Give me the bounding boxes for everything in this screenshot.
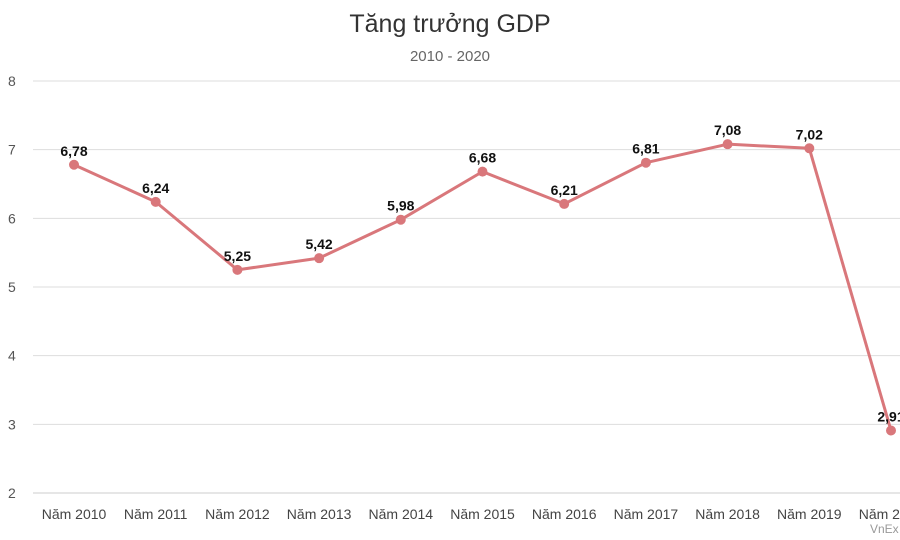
data-point[interactable] bbox=[314, 253, 325, 264]
y-tick-label: 6 bbox=[8, 210, 16, 226]
data-points bbox=[69, 139, 896, 436]
data-label: 6,68 bbox=[469, 150, 496, 166]
chart-subtitle: 2010 - 2020 bbox=[410, 48, 490, 65]
data-label: 6,78 bbox=[60, 143, 87, 159]
grid-lines bbox=[33, 80, 900, 494]
x-axis-ticks: Năm 2010 Năm 2011 Năm 2012 Năm 2013 Năm 2014… bbox=[42, 506, 900, 522]
y-tick-label: 2 bbox=[8, 485, 16, 501]
data-labels: 6,78 6,24 5,25 5,42 5,98 6,68 6,21 6,81 7,08 7,02… bbox=[60, 122, 900, 424]
x-tick-label: Năm 2014 bbox=[369, 506, 434, 522]
data-point[interactable] bbox=[722, 139, 733, 150]
data-label: 2,91 bbox=[877, 409, 900, 425]
data-label: 6,24 bbox=[142, 180, 169, 196]
x-tick-label: Năm 2013 bbox=[287, 506, 352, 522]
y-tick-label: 7 bbox=[8, 142, 16, 158]
data-point[interactable] bbox=[232, 264, 243, 275]
y-tick-label: 8 bbox=[8, 73, 16, 89]
data-label: 7,08 bbox=[714, 122, 741, 138]
x-tick-label: Năm 2018 bbox=[695, 506, 760, 522]
data-point[interactable] bbox=[69, 159, 79, 170]
data-label: 6,81 bbox=[632, 141, 659, 157]
data-point[interactable] bbox=[640, 157, 651, 168]
data-point[interactable] bbox=[395, 214, 406, 225]
data-point[interactable] bbox=[150, 196, 161, 207]
y-tick-label: 5 bbox=[8, 279, 16, 295]
data-label: 5,98 bbox=[387, 198, 414, 214]
x-tick-label: Năm 2015 bbox=[450, 506, 515, 522]
data-point[interactable] bbox=[559, 198, 570, 209]
x-tick-label: Năm 2011 bbox=[124, 506, 188, 522]
x-tick-label: Năm 2016 bbox=[532, 506, 597, 522]
data-point[interactable] bbox=[804, 143, 815, 154]
chart-title: Tăng trưởng GDP bbox=[349, 10, 550, 38]
credit-watermark: VnEx bbox=[870, 522, 899, 536]
x-tick-label: Năm 2020 bbox=[859, 506, 900, 522]
y-axis-ticks: 2 3 4 5 6 7 8 bbox=[8, 73, 16, 501]
data-label: 5,42 bbox=[305, 236, 332, 252]
data-point[interactable] bbox=[886, 425, 896, 436]
data-point[interactable] bbox=[477, 166, 488, 177]
x-tick-label: Năm 2010 bbox=[42, 506, 107, 522]
y-tick-label: 3 bbox=[8, 416, 16, 432]
data-label: 6,21 bbox=[551, 182, 578, 198]
x-tick-label: Năm 2012 bbox=[205, 506, 270, 522]
x-tick-label: Năm 2019 bbox=[777, 506, 842, 522]
x-tick-label: Năm 2017 bbox=[614, 506, 679, 522]
y-tick-label: 4 bbox=[8, 348, 16, 364]
data-label: 5,25 bbox=[224, 248, 251, 264]
data-label: 7,02 bbox=[796, 126, 823, 142]
